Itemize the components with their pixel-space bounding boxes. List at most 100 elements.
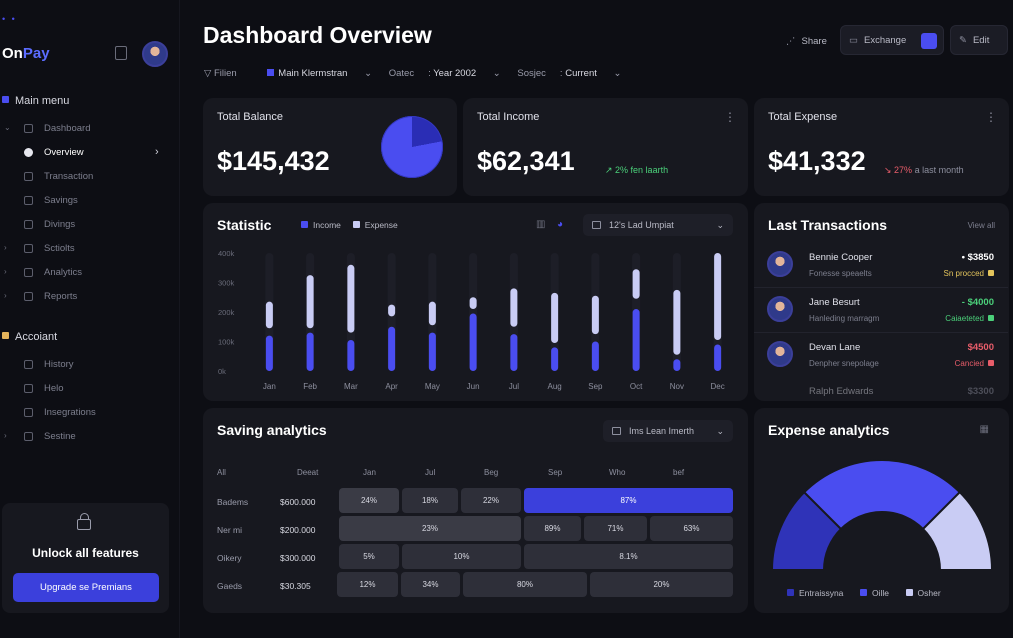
status-swatch [267,69,275,76]
calendar-icon [612,427,621,435]
saving-segment: 23% [339,516,521,541]
divider [754,287,1008,288]
bar-expense [510,288,518,327]
integrations-icon [24,408,33,417]
share-button[interactable]: ⋰ Share [778,27,833,57]
calendar-icon: ▭ [849,35,858,46]
sidebar-item-label: Divings [44,219,76,230]
transaction-row[interactable]: Ralph Edwards $3300 [754,378,1008,398]
expense-donut-chart [770,459,994,571]
tx-amount: - $4000 [961,297,994,308]
saving-range-dropdown[interactable]: Ims Lean Imerth ⌄ [603,420,733,442]
chevron-right-icon: › [4,243,7,252]
card-amount: $41,332 [768,146,866,176]
chevron-right-icon: › [4,267,7,276]
sidebar-item-label: Helo [44,383,64,394]
donut-slice [802,459,962,531]
expense-change-note: a last month [914,165,964,175]
sidebar-item-dashboard[interactable]: ⌄ Dashboard [0,118,178,140]
export-badge-icon [921,33,937,49]
filter-date[interactable]: Oatec: Year 2002 ⌄ [388,68,501,79]
sidebar-item-sctiolts[interactable]: › Sctiolts [0,238,178,260]
x-tick-label: Jul [509,382,519,391]
filter-main[interactable]: Main Klermstran ⌄ [267,68,372,79]
filter-project[interactable]: Sosjec: Current ⌄ [517,68,622,79]
saving-segment: 34% [401,572,460,597]
edit-button[interactable]: ✎ Edit [950,25,1008,55]
tx-amount: $4500 [967,342,994,353]
tx-status: Sn procced [944,269,994,278]
row-value: $600.000 [280,497,316,507]
pencil-icon: ✎ [959,35,967,46]
pie-chart-icon[interactable]: ◕ [557,219,564,230]
legend-label: Entraissyna [799,588,844,598]
filter-button[interactable]: ▽ Filien [204,68,237,79]
card-amount: $145,432 [217,146,330,176]
help-icon [24,384,33,393]
income-change: ↗ 2% fen laarth [605,165,669,175]
bar-income [265,335,273,371]
saving-segment: 71% [584,516,647,541]
card-label: Total Income [477,111,540,123]
row-label: Badems [217,497,249,507]
bar-chart-icon[interactable]: ▥ [536,219,546,230]
chevron-down-icon: ⌄ [716,220,724,230]
page-title: Dashboard Overview [203,22,432,48]
export-button[interactable]: ▭ Exchange [840,25,944,55]
filter-main-value: Main Klermstran [278,68,348,79]
calendar-icon[interactable]: ▦ [979,424,989,435]
sidebar-item-transaction[interactable]: Transaction [0,166,178,188]
sidebar-item-history[interactable]: History [0,354,178,376]
saving-segment: 12% [337,572,398,597]
reports-icon [24,292,33,301]
sidebar-item-integrations[interactable]: Insegrations [0,402,178,424]
sidebar-item-settings[interactable]: › Sestine [0,426,178,448]
transaction-row[interactable]: Bennie Cooper Fonesse speaelts • $3850 S… [754,243,1008,288]
transaction-row[interactable]: Devan Lane Denpher snepolage $4500 Canci… [754,333,1008,378]
bar-expense [265,301,273,329]
bar-expense [428,301,436,326]
sidebar-item-reports[interactable]: › Reports [0,286,178,308]
sidebar-item-label: Overview [44,147,84,158]
settings-icon [24,244,33,253]
legend-item: Osher [905,588,941,598]
bar-income [673,359,681,371]
legend-label: Oille [871,588,889,598]
tx-name: Devan Lane [809,342,861,353]
statistic-range-dropdown[interactable]: 12's Lad Umpiat ⌄ [583,214,733,236]
sidebar-item-help[interactable]: Helo [0,378,178,400]
row-value: $200.000 [280,525,316,535]
row-value: $300.000 [280,553,316,563]
statistic-bar-chart: 400k 300k 200k 100k 0k Jan Feb Mar Apr May Jun Jul A… [218,249,725,391]
tx-name: Jane Besurt [809,297,860,308]
more-icon[interactable]: ⋮ [724,110,736,124]
sidebar-item-analytics[interactable]: › Analytics [0,262,178,284]
more-icon[interactable]: ⋮ [985,110,997,124]
collapse-icon[interactable] [115,46,127,60]
column-header: Jan [363,468,376,477]
legend-swatch [787,589,794,596]
view-all-link[interactable]: View all [967,221,995,230]
tx-amount: $3300 [967,386,994,397]
grid-icon [24,124,33,133]
upgrade-button[interactable]: Upgrade se Premians [13,573,159,602]
sidebar-item-divings[interactable]: Divings [0,214,178,236]
sidebar-item-savings[interactable]: Savings [0,190,178,212]
row-value: $30.305 [280,581,311,591]
avatar[interactable] [142,41,168,67]
bar-income [428,332,436,371]
saving-segment: 10% [402,544,521,569]
sidebar-item-overview[interactable]: Overview › [0,142,178,164]
saving-segment: 20% [590,572,733,597]
tx-status: Cancied [955,359,994,368]
brand-logo[interactable]: OnPay [2,45,50,62]
transaction-row[interactable]: Jane Besurt Hanleding marragm - $4000 Ca… [754,288,1008,333]
y-tick-label: 300k [218,279,235,288]
bar-income [632,309,640,371]
expense-analytics-title: Expense analytics [768,422,890,438]
x-tick-label: Mar [344,382,358,391]
column-header: bef [673,468,685,477]
sidebar-item-label: Transaction [44,171,94,182]
bar-expense [347,264,355,333]
status-dot [988,315,994,321]
